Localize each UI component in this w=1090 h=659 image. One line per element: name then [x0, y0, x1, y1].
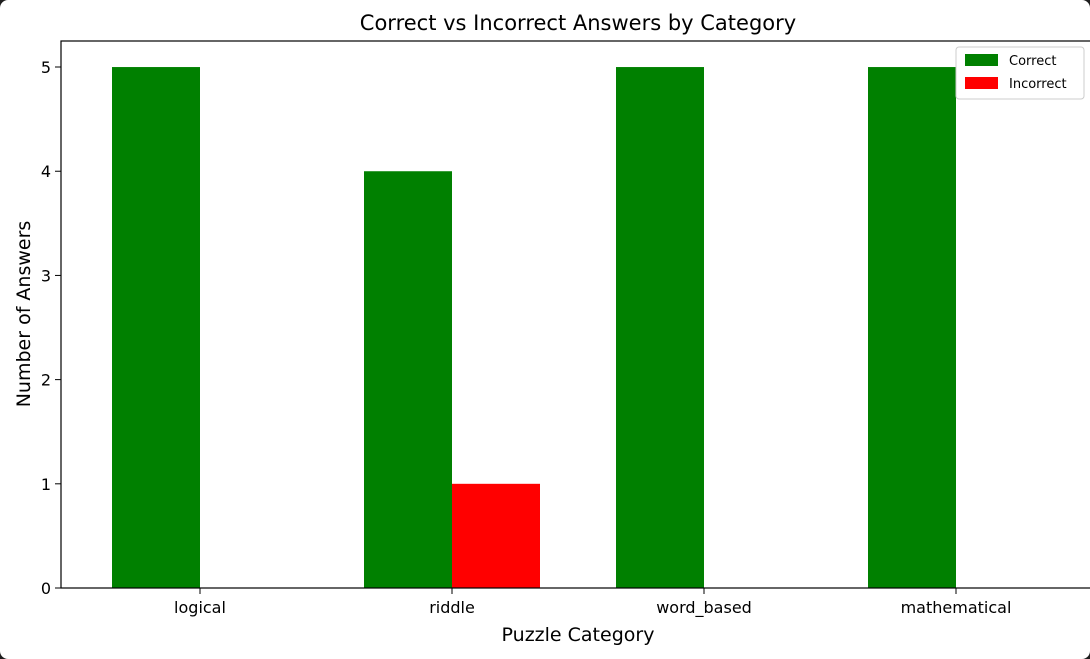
x-tick-label-logical: logical [174, 598, 226, 617]
x-tick-label-riddle: riddle [429, 598, 475, 617]
y-tick-label: 2 [41, 371, 51, 390]
x-tick-label-mathematical: mathematical [901, 598, 1012, 617]
chart-title: Correct vs Incorrect Answers by Category [360, 11, 796, 35]
y-tick-label: 1 [41, 475, 51, 494]
legend-swatch-incorrect [965, 77, 998, 89]
y-axis-ticks: 0 1 2 3 4 5 [41, 58, 61, 598]
legend-label-incorrect: Incorrect [1009, 77, 1067, 92]
bars-group [112, 67, 956, 589]
y-tick-label: 3 [41, 266, 51, 285]
plot-frame [60, 40, 1090, 589]
bar-incorrect-riddle [452, 483, 540, 588]
legend: Correct Incorrect [955, 46, 1085, 100]
bar-correct-riddle [364, 171, 452, 588]
x-axis-label: Puzzle Category [502, 624, 655, 646]
x-tick-label-word_based: word_based [656, 598, 752, 618]
bar-correct-mathematical [868, 67, 956, 589]
bar-correct-word_based [616, 67, 704, 589]
legend-swatch-correct [965, 54, 998, 66]
x-axis-ticks: logical riddle word_based mathematical [174, 588, 1011, 618]
y-axis-label: Number of Answers [13, 221, 35, 408]
y-tick-label: 5 [41, 58, 51, 77]
legend-label-correct: Correct [1009, 54, 1056, 69]
y-tick-label: 4 [41, 162, 51, 181]
bar-correct-logical [112, 67, 200, 589]
y-tick-label: 0 [41, 579, 51, 598]
